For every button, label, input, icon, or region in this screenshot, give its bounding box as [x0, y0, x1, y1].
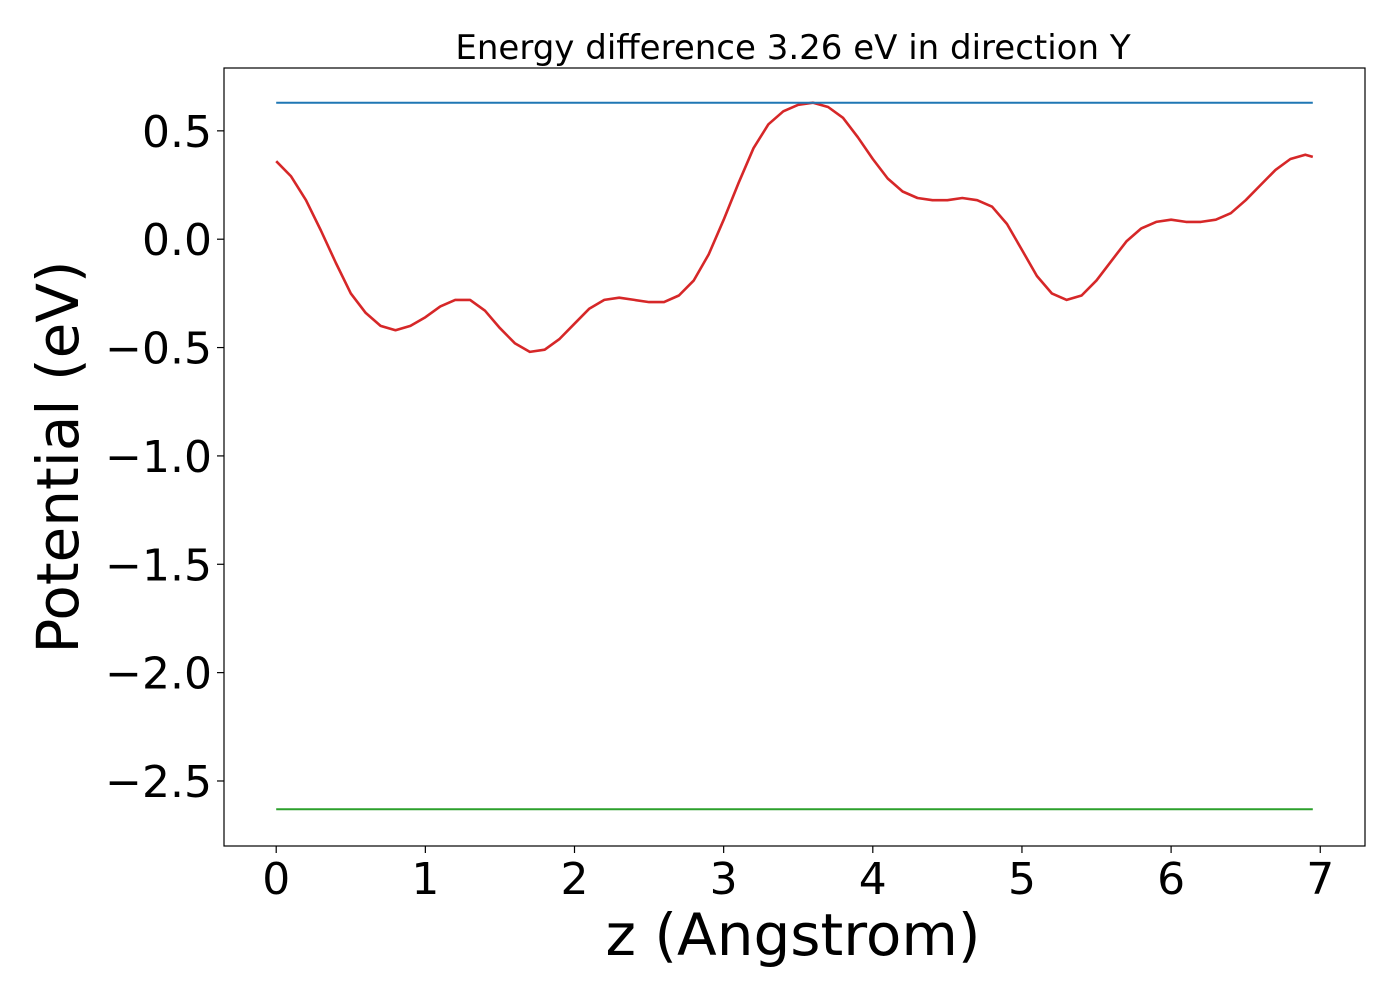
x-tick-label: 0 [262, 854, 290, 905]
y-tick-label: −2.5 [105, 757, 212, 808]
y-axis-label: Potential (eV) [24, 260, 92, 653]
series-line-0 [275, 101, 1314, 354]
y-tick-label: 0.0 [142, 215, 212, 266]
y-tick-label: −0.5 [105, 324, 212, 375]
y-tick-label: 0.5 [142, 107, 212, 158]
chart-title: Energy difference 3.26 eV in direction Y [455, 28, 1130, 68]
x-tick-label: 6 [1157, 854, 1185, 905]
plot-frame [223, 67, 1366, 847]
y-axis: 0.5 0.0 −0.5 −1.0 −1.5 −2.0 −2.5 [105, 107, 224, 808]
x-axis: 0 1 2 3 4 5 6 7 [262, 846, 1334, 905]
x-tick-label: 1 [411, 854, 439, 905]
y-tick-label: −2.0 [105, 649, 212, 700]
y-tick-label: −1.0 [105, 432, 212, 483]
y-tick-label: −1.5 [105, 540, 212, 591]
x-axis-label: z (Angstrom) [606, 901, 981, 969]
x-tick-label: 2 [561, 854, 589, 905]
x-tick-label: 4 [859, 854, 887, 905]
x-tick-label: 7 [1306, 854, 1334, 905]
x-tick-label: 5 [1008, 854, 1036, 905]
series-layer [275, 101, 1314, 811]
x-tick-label: 3 [710, 854, 738, 905]
